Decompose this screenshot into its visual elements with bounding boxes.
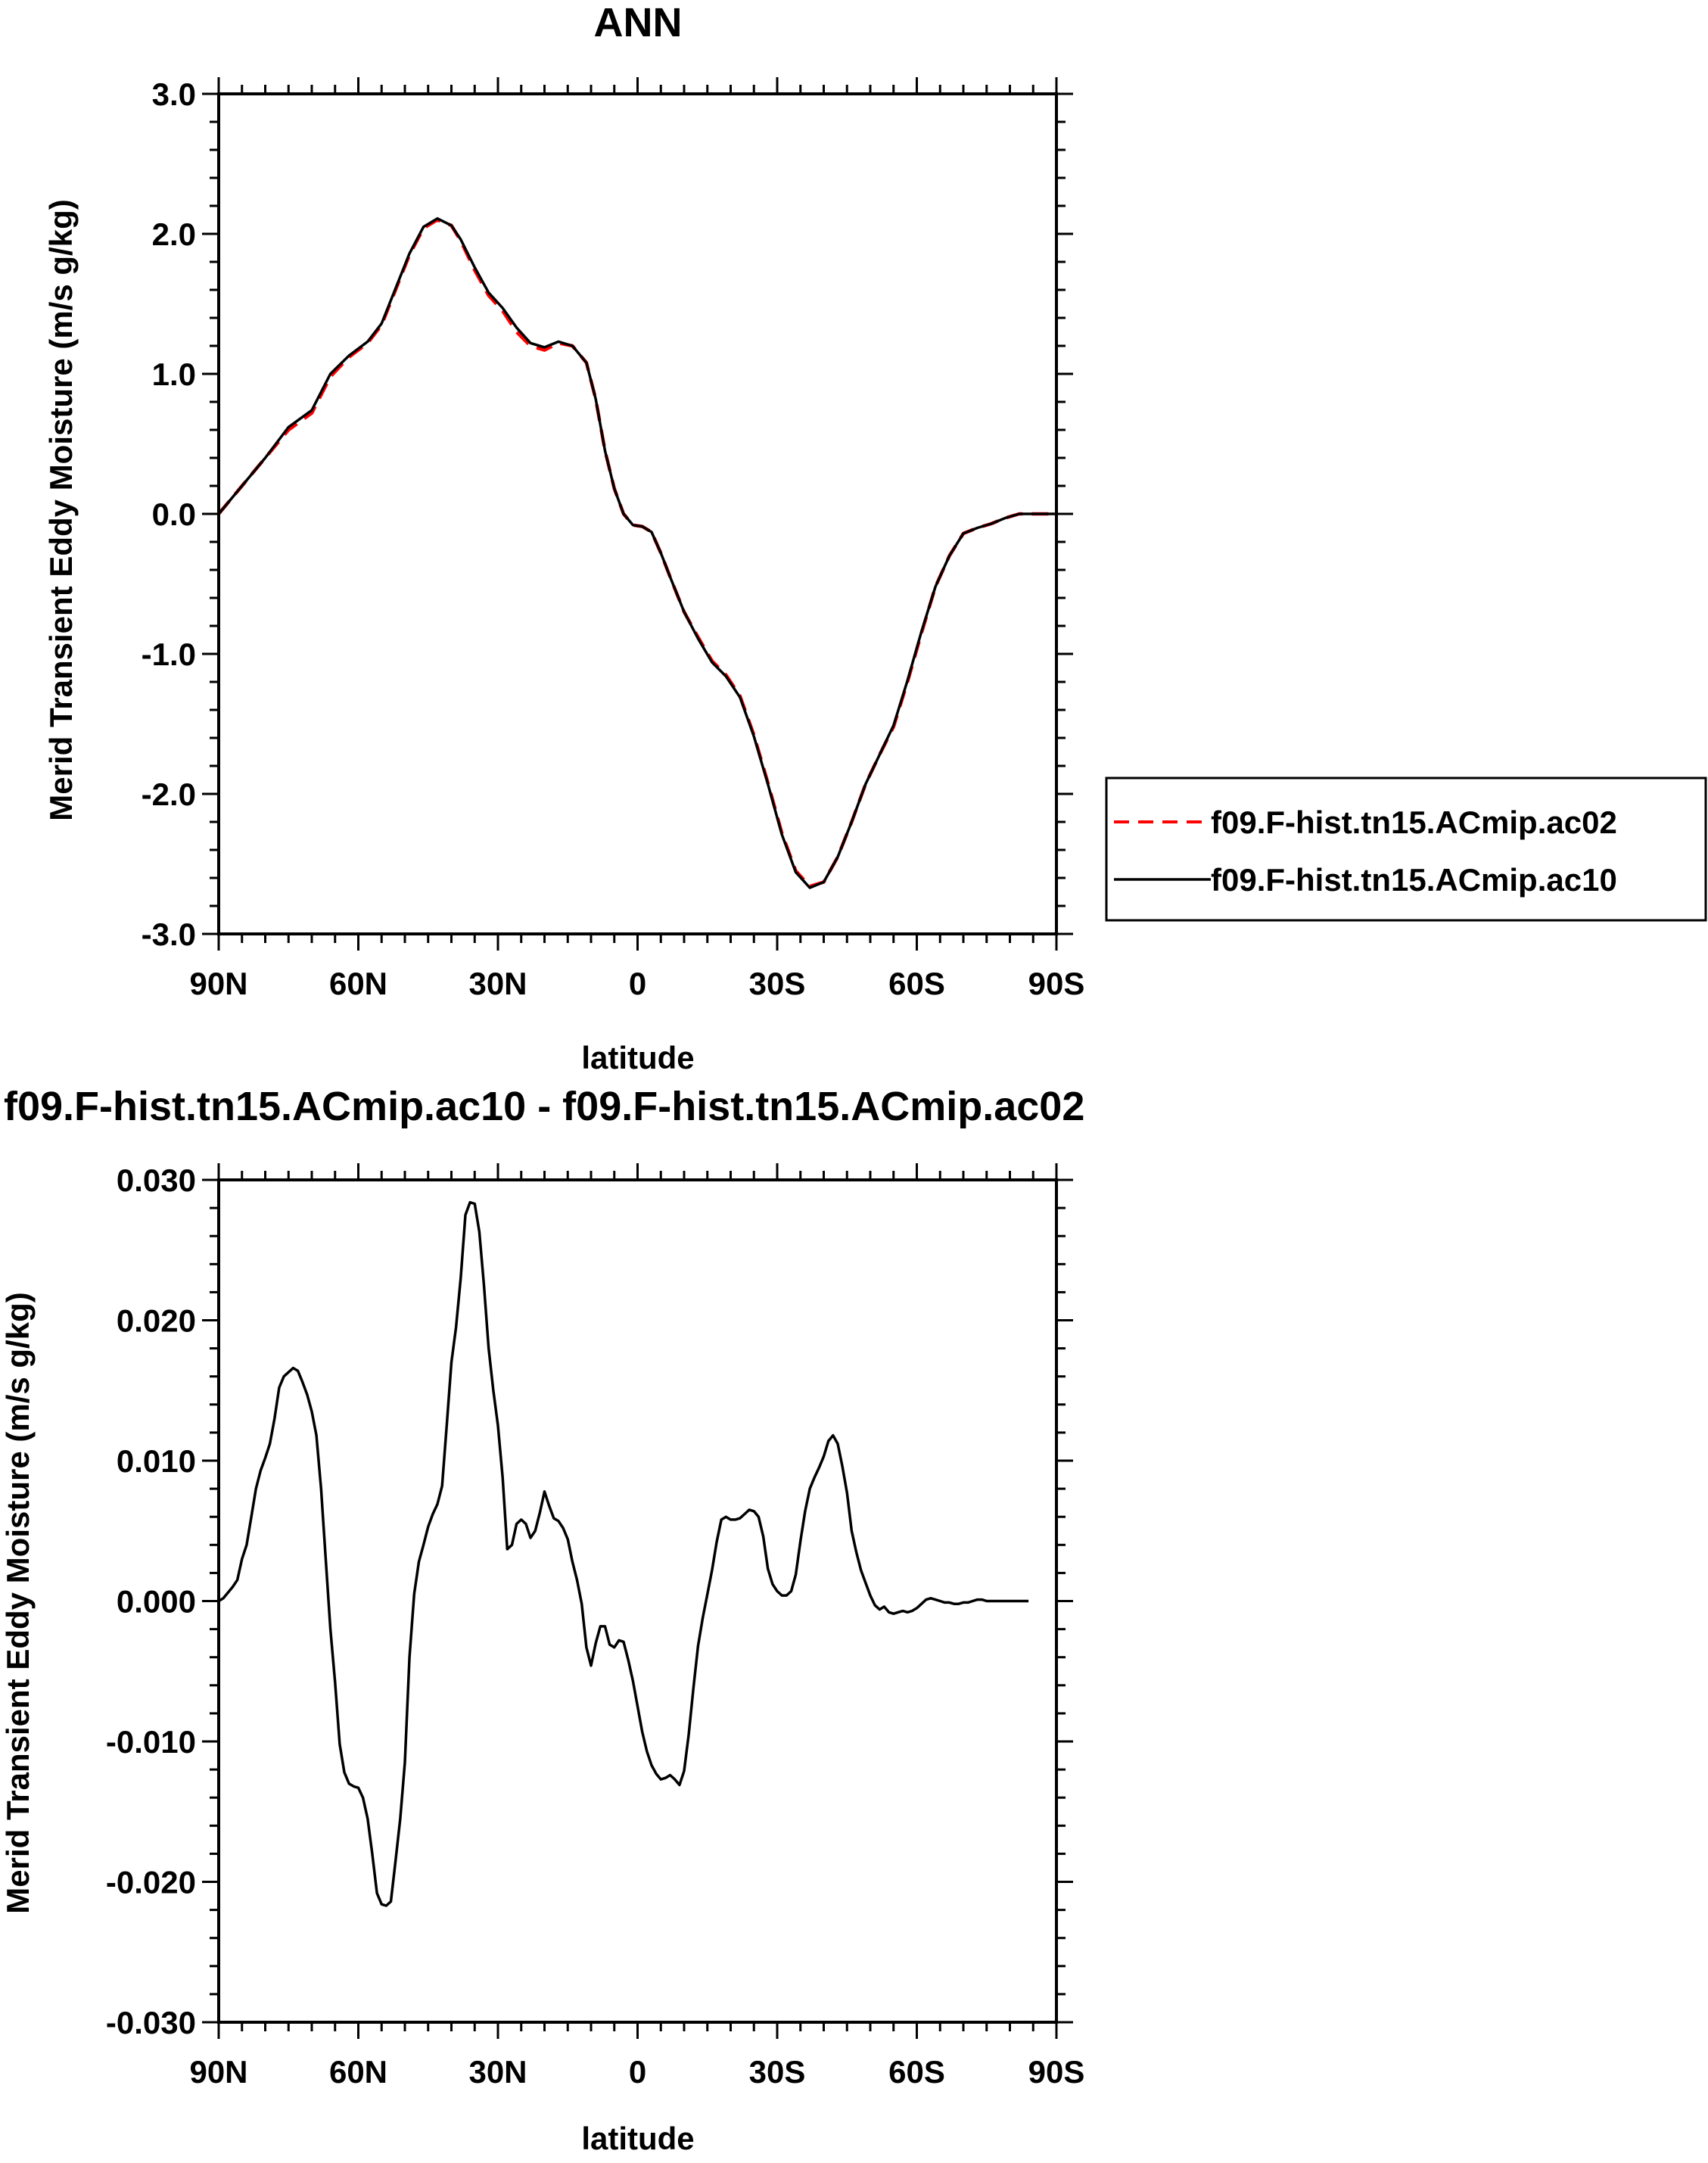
- top-x-tick-label: 90N: [189, 966, 247, 1001]
- bottom-panel-ticks: 90N 60N 30N 0 30S 60S 90S 0.030 0.020 0.010 0.000 -…: [106, 1162, 1084, 2090]
- bottom-x-tick-label: 0: [629, 2054, 646, 2090]
- bottom-y-tick-label: -0.010: [106, 1724, 196, 1760]
- legend-label-ac10: f09.F-hist.tn15.ACmip.ac10: [1211, 862, 1617, 898]
- bottom-x-tick-label: 30N: [468, 2054, 527, 2090]
- top-y-tick-label: -1.0: [142, 636, 196, 672]
- legend: f09.F-hist.tn15.ACmip.ac02 f09.F-hist.tn…: [1105, 777, 1707, 922]
- bottom-x-tick-label: 60S: [888, 2054, 945, 2090]
- bottom-y-tick-label: -0.020: [106, 1865, 196, 1900]
- top-x-tick-label: 60N: [329, 966, 387, 1001]
- bottom-y-tick-label: 0.010: [117, 1443, 196, 1479]
- top-y-tick-label: 3.0: [152, 76, 196, 112]
- top-y-tick-label: -2.0: [142, 777, 196, 812]
- bottom-x-tick-label: 60N: [329, 2054, 387, 2090]
- bottom-y-tick-label: 0.020: [117, 1303, 196, 1339]
- bottom-panel-data-area: [218, 1200, 1029, 1907]
- top-x-tick-label: 30S: [749, 966, 806, 1001]
- top-panel-title: ANN: [594, 0, 683, 45]
- top-panel: ANN Merid Transient Eddy Moisture (m/s g…: [43, 0, 1084, 1075]
- legend-label-ac02: f09.F-hist.tn15.ACmip.ac02: [1211, 805, 1617, 840]
- top-x-tick-label: 90S: [1028, 966, 1085, 1001]
- bottom-panel: f09.F-hist.tn15.ACmip.ac10 - f09.F-hist.…: [0, 1084, 1084, 2156]
- top-y-tick-label: 1.0: [152, 356, 196, 392]
- top-y-tick-label: 0.0: [152, 496, 196, 532]
- bottom-y-tick-label: 0.000: [117, 1584, 196, 1620]
- top-y-tick-label: 2.0: [152, 216, 196, 252]
- top-x-tick-label: 0: [629, 966, 646, 1001]
- bottom-x-tick-label: 30S: [749, 2054, 806, 2090]
- top-series-line-2: [217, 216, 1056, 889]
- legend-box: [1105, 777, 1707, 922]
- top-panel-y-axis-label: Merid Transient Eddy Moisture (m/s g/kg): [43, 199, 79, 820]
- bottom-y-tick-label: -0.030: [106, 2005, 196, 2040]
- bottom-y-tick-label: 0.030: [117, 1162, 196, 1198]
- bottom-panel-frame: [217, 1178, 1058, 2024]
- top-panel-data-area: [217, 216, 1056, 889]
- bottom-series-line-1: [218, 1200, 1029, 1907]
- bottom-panel-y-axis-label: Merid Transient Eddy Moisture (m/s g/kg): [0, 1292, 36, 1913]
- bottom-panel-x-axis-label: latitude: [581, 2121, 694, 2156]
- top-y-tick-label: -3.0: [142, 917, 196, 952]
- top-panel-x-axis-label: latitude: [581, 1040, 694, 1075]
- bottom-x-tick-label: 90S: [1028, 2054, 1085, 2090]
- top-panel-frame: [217, 92, 1058, 935]
- bottom-x-tick-label: 90N: [189, 2054, 247, 2090]
- top-x-tick-label: 60S: [888, 966, 945, 1001]
- bottom-panel-title: f09.F-hist.tn15.ACmip.ac10 - f09.F-hist.…: [4, 1084, 1084, 1129]
- top-x-tick-label: 30N: [468, 966, 527, 1001]
